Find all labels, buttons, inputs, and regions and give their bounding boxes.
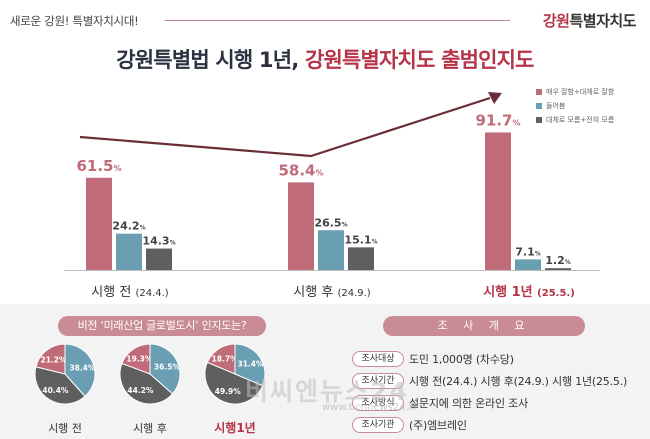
data-label-1-1: 61.5%	[76, 157, 121, 175]
bar-3-2	[515, 259, 541, 270]
x-tick-label-3: 시행 1년 (25.5.)	[483, 284, 575, 300]
watermark-url: www.bcnnews24.kr	[322, 402, 419, 413]
pie-3-caption: 시행1년	[214, 420, 255, 435]
survey-title: 조 사 개 요	[383, 316, 585, 336]
brand-logo-rest: 특별자치도	[569, 12, 636, 30]
pie-2-label-2: 36.5%	[154, 362, 181, 371]
pie-2-label-1: 19.3%	[126, 355, 153, 364]
pie-2-slice-2	[149, 343, 181, 395]
data-label-2-1: 58.4%	[278, 161, 323, 179]
bar-3-1	[485, 132, 511, 270]
survey-label-3: 조사방식	[352, 395, 404, 411]
bar-2-2	[318, 230, 344, 270]
pie-charts: 21.2%38.4% 40.4% 시행 전 19.3%36.5% 44.2% 시행 후 18…	[34, 343, 266, 435]
survey-label-4: 조사기관	[352, 417, 404, 433]
legend-label-3: 대체로 모름+전혀 모름	[546, 116, 615, 124]
brand-logo-accent: 강원	[542, 12, 570, 30]
survey-row-4: 조사기관 (주)엠브레인	[352, 414, 627, 436]
pie-2-caption: 시행 후	[133, 422, 167, 435]
survey-row-1: 조사대상 도민 1,000명 (차수당)	[352, 348, 627, 370]
pie-1-slice-3	[34, 366, 86, 405]
bar-chart: 61.5% 24.2% 14.3% 시행 전 (24.4.) 58.4% 26.5% 15.…	[64, 92, 600, 300]
survey-value-4: (주)엠브레인	[409, 419, 467, 432]
data-label-3-3: 1.2%	[545, 254, 571, 267]
trend-line	[79, 96, 491, 158]
pie-3-slice-3	[204, 361, 264, 405]
page-title-part2: 강원특별자치도 출범인지도	[304, 48, 535, 72]
tagline: 새로운 강원! 특별자치시대!	[10, 14, 139, 28]
data-label-3-2: 7.1%	[515, 245, 541, 258]
data-label-3-1: 91.7%	[475, 111, 520, 129]
bar-1-2	[116, 233, 142, 270]
bar-1-1	[86, 177, 112, 270]
pie-section-title: 비전 ‘미래산업 글로벌도시’ 인지도는?	[58, 316, 266, 336]
pie-1-label-3: 40.4%	[42, 386, 69, 395]
legend-label-2: 들어봄	[546, 102, 566, 110]
pie-3-label-1: 18.7%	[212, 355, 239, 364]
survey-row-3: 조사방식 설문지에 의한 온라인 조사	[352, 392, 627, 414]
survey-value-3: 설문지에 의한 온라인 조사	[409, 397, 529, 410]
page-title: 강원특별법 시행 1년, 강원특별자치도 출범인지도	[0, 44, 650, 74]
legend-item-1: 매우 잘함+대체로 잘함	[536, 86, 614, 98]
pie-1-slice-1	[35, 343, 66, 375]
x-tick-label-1: 시행 전 (24.4.)	[91, 284, 169, 300]
legend-swatch-1	[536, 89, 542, 95]
bar-2-1	[288, 182, 314, 270]
pie-2-label-3: 44.2%	[127, 386, 154, 395]
data-label-1-3: 14.3%	[142, 235, 175, 248]
bar-1-3	[146, 248, 172, 270]
data-label-1-2: 24.2%	[112, 220, 145, 233]
bar-2-3	[348, 247, 374, 270]
top-bar: 새로운 강원! 특별자치시대! 강원특별자치도	[0, 0, 650, 40]
legend-swatch-2	[536, 103, 542, 109]
pie-3-slice-2	[234, 343, 266, 387]
brand-logo: 강원특별자치도	[542, 10, 637, 31]
data-label-2-2: 26.5%	[314, 216, 347, 229]
bar-3-3	[545, 268, 571, 270]
data-label-2-3: 15.1%	[344, 233, 377, 246]
legend-item-2: 들어봄	[536, 100, 614, 112]
trend-arrowhead	[488, 92, 502, 104]
survey-label-1: 조사대상	[352, 351, 404, 367]
legend-label-1: 매우 잘함+대체로 잘함	[546, 88, 615, 96]
tagline-rule	[165, 20, 510, 21]
survey-overview: 조사대상 도민 1,000명 (차수당) 조사기간 시행 전(24.4.) 시행 후(…	[352, 348, 627, 436]
page-title-part1: 강원특별법 시행 1년,	[116, 48, 299, 72]
pie-1-label-2: 38.4%	[69, 363, 96, 372]
x-tick-label-2: 시행 후 (24.9.)	[293, 284, 371, 300]
survey-value-1: 도민 1,000명 (차수당)	[409, 353, 514, 366]
pie-1-caption: 시행 전	[48, 422, 82, 435]
pie-3-label-2: 31.4%	[237, 360, 264, 369]
pie-2-slice-3	[119, 362, 174, 405]
legend-swatch-3	[536, 117, 542, 123]
pie-1-label-1: 21.2%	[40, 355, 67, 364]
survey-value-2: 시행 전(24.4.) 시행 후(24.9.) 시행 1년(25.5.)	[409, 375, 628, 388]
survey-label-2: 조사기간	[352, 373, 404, 389]
survey-row-2: 조사기간 시행 전(24.4.) 시행 후(24.9.) 시행 1년(25.5.)	[352, 370, 627, 392]
pie-1-slice-2	[64, 343, 96, 398]
watermark: 비씨엔뉴스24	[245, 377, 409, 406]
legend-item-3: 대체로 모름+전혀 모름	[536, 114, 614, 126]
pie-3-label-3: 49.9%	[215, 387, 242, 396]
